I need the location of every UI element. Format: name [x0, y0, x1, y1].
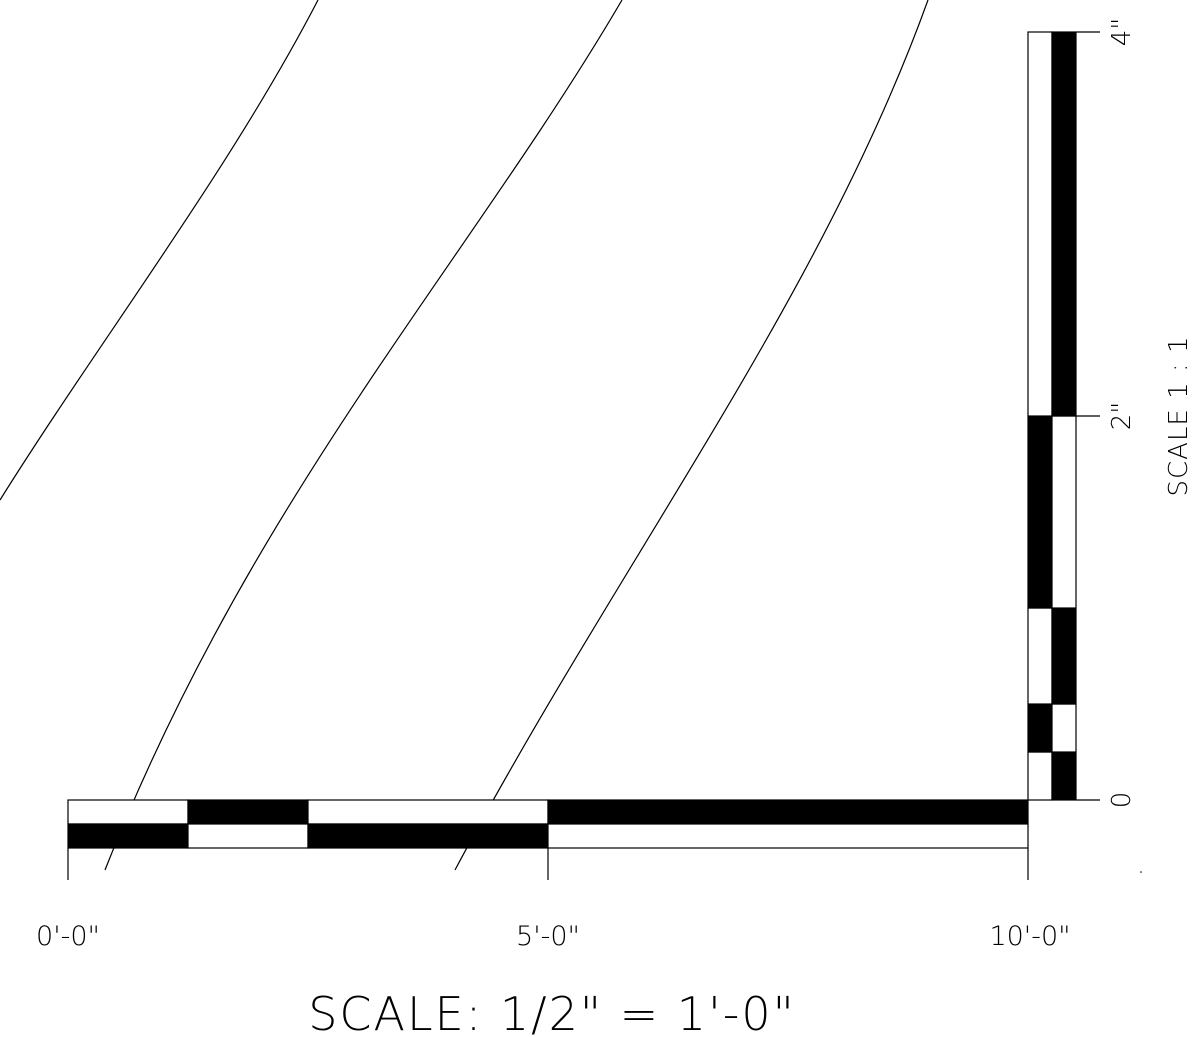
horizontal-scale-bar [67, 799, 1029, 880]
h-label-5: 5'-0" [516, 921, 580, 952]
h-bar-top-seg-1 [67, 799, 189, 825]
vertical-scale-bar [1027, 31, 1100, 801]
v-bar-right-seg-2 [1051, 703, 1077, 753]
v-label-2: 2" [1107, 402, 1137, 431]
h-bar-bottom-seg-1 [67, 823, 189, 849]
h-bar-bottom-seg-4 [547, 823, 1029, 849]
h-label-10: 10'-0" [989, 921, 1070, 952]
v-bar-left-seg-4 [1027, 415, 1053, 609]
v-label-4: 4" [1107, 18, 1137, 47]
stray-dot [1140, 871, 1142, 873]
v-label-0: 0 [1107, 792, 1137, 809]
h-bar-top-seg-2 [187, 799, 309, 825]
v-bar-right-seg-3 [1051, 607, 1077, 705]
curve-3 [454, 0, 929, 871]
v-bar-left-seg-5 [1027, 31, 1053, 417]
horizontal-scale-title: SCALE: 1/2" = 1'-0" [308, 987, 796, 1037]
curve-1 [0, 0, 319, 501]
v-bar-left-seg-1 [1027, 751, 1053, 801]
vertical-scale-title: SCALE 1 : 1 [1164, 336, 1194, 497]
h-bar-top-seg-3 [307, 799, 549, 825]
h-bar-top-seg-4 [547, 799, 1029, 825]
h-bar-bottom-seg-3 [307, 823, 549, 849]
h-bar-bottom-seg-2 [187, 823, 309, 849]
v-bar-left-seg-3 [1027, 607, 1053, 705]
v-bar-right-seg-4 [1051, 415, 1077, 609]
v-bar-left-seg-2 [1027, 703, 1053, 753]
curve-2 [104, 0, 623, 871]
background-curves [0, 0, 929, 871]
v-bar-right-seg-5 [1051, 31, 1077, 417]
v-bar-right-seg-1 [1051, 751, 1077, 801]
h-label-0: 0'-0" [36, 921, 100, 952]
